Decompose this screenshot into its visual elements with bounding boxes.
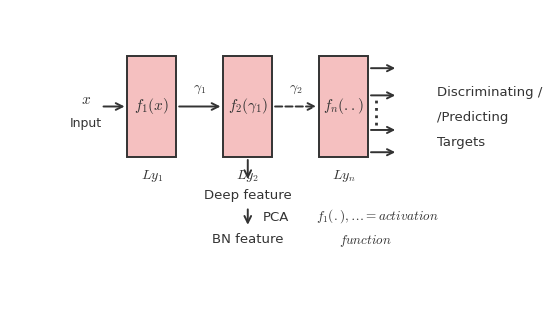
Bar	[319, 56, 368, 157]
Text: $x$: $x$	[81, 91, 91, 107]
Bar	[223, 56, 272, 157]
Text: $Ly_1$: $Ly_1$	[141, 168, 163, 184]
Text: PCA: PCA	[263, 211, 289, 224]
Text: $Ly_n$: $Ly_n$	[332, 168, 355, 184]
Text: /Predicting: /Predicting	[437, 111, 509, 124]
Text: $f_2(\gamma_1)$: $f_2(\gamma_1)$	[228, 97, 268, 117]
Text: Discriminating /: Discriminating /	[437, 86, 543, 100]
Text: $\mathit{function}$: $\mathit{function}$	[339, 233, 392, 249]
Text: Targets: Targets	[437, 136, 486, 149]
Text: $\gamma_2$: $\gamma_2$	[289, 82, 302, 96]
Text: $f_1(x)$: $f_1(x)$	[134, 97, 169, 117]
Text: $f_n(..)$: $f_n(..)$	[323, 97, 364, 117]
Text: Deep feature: Deep feature	[204, 189, 292, 202]
Bar	[128, 56, 177, 157]
Text: Input: Input	[70, 117, 102, 130]
Text: $Ly_2$: $Ly_2$	[236, 168, 259, 184]
Text: $f_1(.), \ldots = \mathit{activation}$: $f_1(.), \ldots = \mathit{activation}$	[316, 208, 439, 225]
Text: $\gamma_1$: $\gamma_1$	[193, 82, 206, 96]
Text: BN feature: BN feature	[212, 233, 284, 247]
